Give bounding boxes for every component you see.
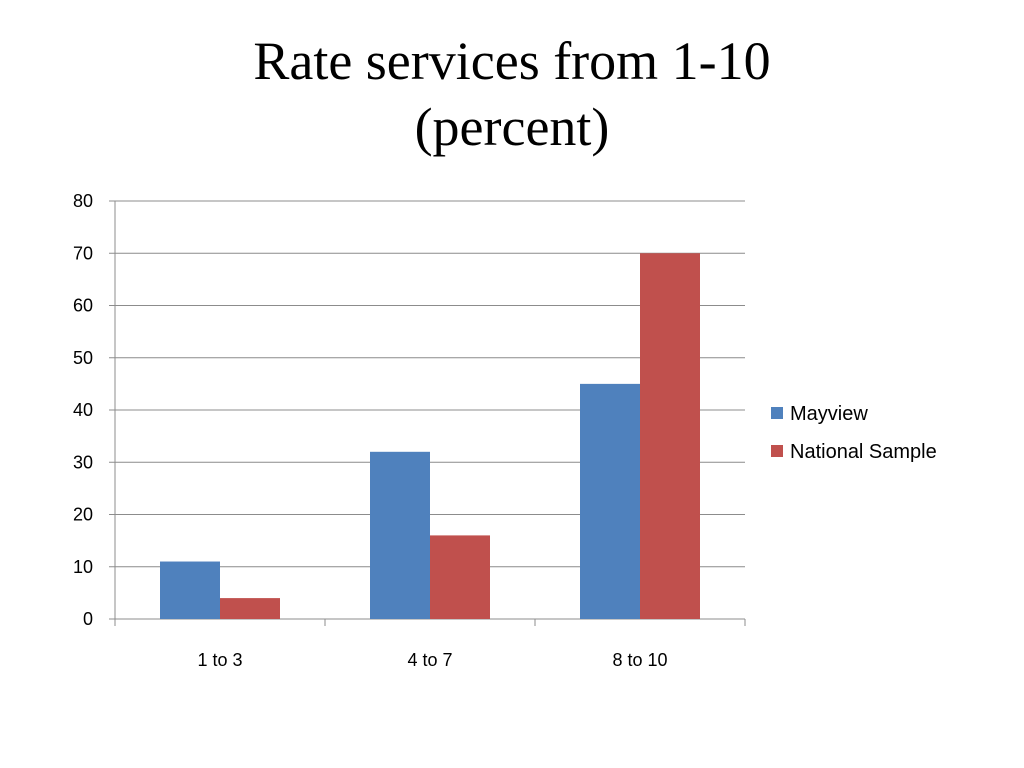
bar-national-sample-3 bbox=[640, 253, 700, 619]
legend-swatch-2 bbox=[771, 445, 783, 457]
y-tick-label: 40 bbox=[73, 400, 93, 420]
y-tick-label: 30 bbox=[73, 452, 93, 472]
y-tick-label: 60 bbox=[73, 296, 93, 316]
y-tick-label: 0 bbox=[83, 609, 93, 629]
bar-national-sample-2 bbox=[430, 535, 490, 619]
y-tick-label: 20 bbox=[73, 505, 93, 525]
title-line-1: Rate services from 1-10 bbox=[253, 31, 771, 91]
page-title: Rate services from 1-10 (percent) bbox=[112, 28, 912, 160]
bar-mayview-1 bbox=[160, 561, 220, 619]
bar-mayview-3 bbox=[580, 383, 640, 619]
y-tick-label: 50 bbox=[73, 348, 93, 368]
title-line-2: (percent) bbox=[414, 97, 610, 157]
bar-national-sample-1 bbox=[220, 598, 280, 619]
y-tick-label: 10 bbox=[73, 557, 93, 577]
y-tick-label: 70 bbox=[73, 243, 93, 263]
tick-labels: 0 10 20 30 40 50 60 70 80 1 to 3 4 to 7 8 to 10 bbox=[73, 191, 668, 670]
bars bbox=[160, 253, 700, 619]
x-tick-label: 4 to 7 bbox=[407, 650, 452, 670]
legend-label-1: Mayview bbox=[790, 403, 868, 425]
x-tick-label: 1 to 3 bbox=[197, 650, 242, 670]
legend-swatch-1 bbox=[771, 407, 783, 419]
legend: Mayview National Sample bbox=[771, 403, 937, 463]
y-tick-label: 80 bbox=[73, 191, 93, 211]
legend-label-2: National Sample bbox=[790, 441, 937, 463]
x-tick-label: 8 to 10 bbox=[612, 650, 667, 670]
bar-mayview-2 bbox=[370, 451, 430, 619]
